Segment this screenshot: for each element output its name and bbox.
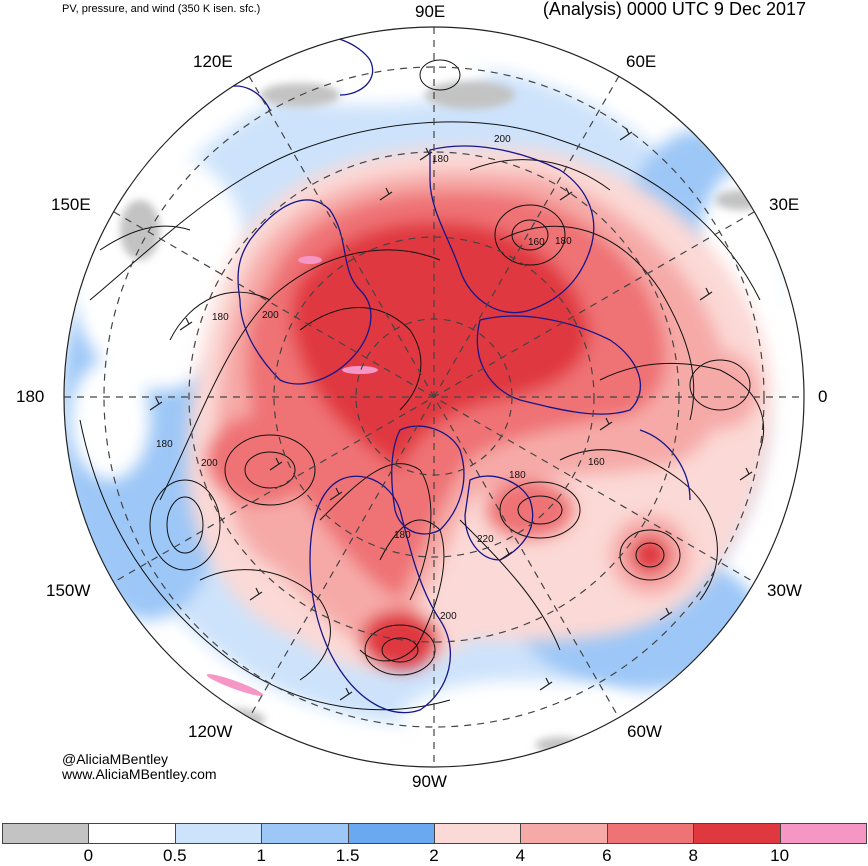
- credit-handle: @AliciaMBentley: [62, 751, 169, 767]
- lon-label-90e: 90E: [415, 2, 446, 21]
- pressure-contours: [79, 59, 765, 711]
- colorbar-tick-label: 10: [770, 846, 790, 865]
- contour-label: 160: [528, 237, 545, 248]
- colorbar-tick-label: 4: [515, 846, 526, 865]
- contour-label: 200: [494, 134, 511, 145]
- colorbar-box: [261, 823, 349, 844]
- polar-map: 200 180 160 180 200 200 180 180 220 200 …: [63, 26, 805, 768]
- colorbar-tick-label: 0: [83, 846, 94, 865]
- wind-barbs: [149, 127, 753, 701]
- contour-label: 200: [262, 310, 279, 321]
- lon-label-150e: 150E: [51, 195, 91, 214]
- graticule: [64, 27, 804, 767]
- contour-label: 180: [212, 312, 229, 323]
- map-field: 200 180 160 180 200 200 180 180 220 200 …: [64, 27, 804, 767]
- colorbar-box: [693, 823, 781, 844]
- pv-high-shading: [187, 146, 772, 671]
- contour-label: 180: [555, 236, 572, 247]
- colorbar-tick-label: 8: [688, 846, 698, 865]
- colorbar-box: [606, 823, 695, 844]
- lon-label-60w: 60W: [627, 722, 662, 741]
- map-title: (Analysis) 0000 UTC 9 Dec 2017: [542, 0, 806, 19]
- colorbar-box: [434, 823, 522, 844]
- colorbar-tick-label: 0.5: [162, 846, 187, 865]
- colorbar-box: [520, 823, 608, 844]
- lon-label-120e: 120E: [193, 52, 233, 71]
- colorbar-box: [88, 823, 176, 844]
- colorbar: [2, 823, 868, 844]
- lon-label-0: 0: [818, 387, 828, 406]
- lon-label-150w: 150W: [46, 581, 91, 600]
- credit-website: www.AliciaMBentley.com: [62, 766, 217, 782]
- map-boundary: [63, 26, 805, 768]
- contour-label: 220: [477, 534, 494, 545]
- colorbar-box: [174, 823, 263, 844]
- credit: @AliciaMBentley www.AliciaMBentley.com: [62, 752, 217, 782]
- colorbar-tick-label: 1: [256, 846, 266, 865]
- colorbar-box: [2, 823, 90, 844]
- lon-label-60e: 60E: [626, 52, 657, 71]
- contour-label: 160: [588, 457, 605, 468]
- contour-labels: 200 180 160 180 200 200 180 180 220 200 …: [156, 134, 605, 622]
- contour-label: 200: [440, 611, 457, 622]
- colorbar-tick-label: 2: [429, 846, 439, 865]
- lon-label-30e: 30E: [769, 195, 800, 214]
- lon-label-30w: 30W: [767, 581, 802, 600]
- contour-label: 180: [432, 154, 449, 165]
- contour-label: 180: [394, 530, 411, 541]
- colorbar-box: [779, 823, 868, 844]
- colorbar-box: [347, 823, 436, 844]
- lon-label-120w: 120W: [188, 722, 233, 741]
- pv-pink-streaks: [206, 256, 378, 696]
- contour-label: 180: [509, 470, 526, 481]
- contour-label: 200: [201, 458, 218, 469]
- lon-label-180: 180: [16, 387, 45, 406]
- contour-label: 180: [156, 439, 173, 450]
- map-subtitle: PV, pressure, and wind (350 K isen. sfc.…: [62, 3, 261, 15]
- colorbar-tick-label: 1.5: [335, 846, 360, 865]
- lon-label-90w: 90W: [412, 772, 447, 791]
- colorbar-tick-label: 6: [602, 846, 612, 865]
